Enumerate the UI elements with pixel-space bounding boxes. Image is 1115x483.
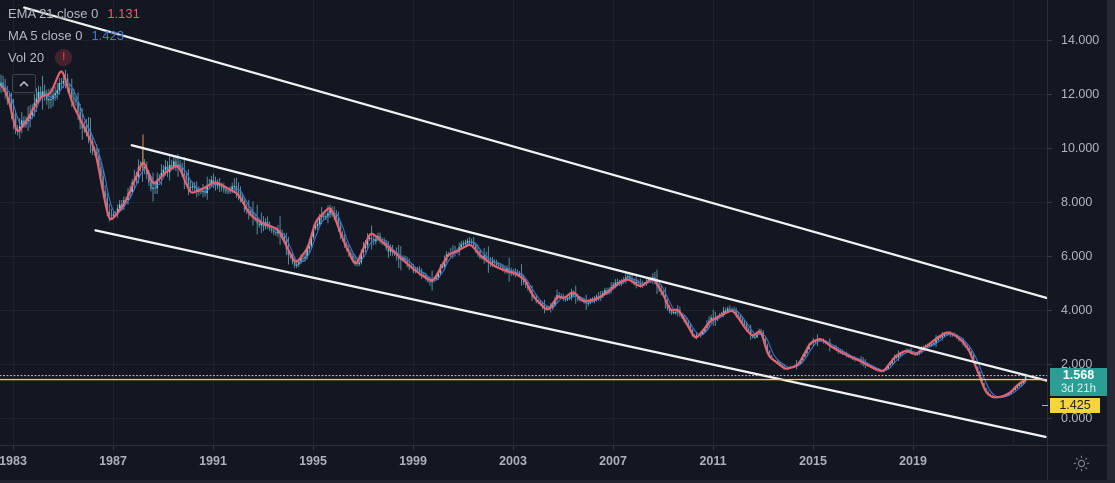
legend-row-ema[interactable]: EMA 21 close 0 1.131 <box>8 2 140 24</box>
time-axis-label: 1999 <box>399 454 427 468</box>
vol-label: Vol 20 <box>8 49 45 65</box>
time-axis-label: 2003 <box>499 454 527 468</box>
ma-value: 1.423 <box>91 27 124 43</box>
axis-corner <box>1047 446 1115 481</box>
price-axis-label: 12.000 <box>1048 86 1108 102</box>
price-axis-label: 4.000 <box>1048 302 1108 318</box>
legend-collapse-button[interactable] <box>12 74 36 93</box>
price-axis-label: 6.000 <box>1048 248 1108 264</box>
legend-row-vol[interactable]: Vol 20 ! <box>8 46 140 68</box>
time-axis-tick <box>413 446 414 450</box>
time-axis-label: 2007 <box>599 454 627 468</box>
axis-settings-button[interactable] <box>1066 450 1096 476</box>
ema-label: EMA 21 close 0 <box>8 5 99 21</box>
price-chart-canvas[interactable] <box>0 0 1047 445</box>
price-axis-label: 2.000 <box>1048 356 1108 372</box>
time-axis-tick <box>13 446 14 450</box>
countdown-badge: 3d 21h <box>1050 382 1107 396</box>
time-axis-tick <box>113 446 114 450</box>
price-axis-label: 0.000 <box>1048 410 1108 426</box>
ema-value: 1.131 <box>107 5 140 21</box>
right-edge-strip <box>1107 0 1115 483</box>
time-axis-label: 1983 <box>0 454 27 468</box>
price-axis-label: 8.000 <box>1048 194 1108 210</box>
time-axis-tick <box>313 446 314 450</box>
chevron-up-icon <box>19 80 29 87</box>
ma-label: MA 5 close 0 <box>8 27 83 43</box>
price-axis[interactable]: 0.000 2.000 4.000 6.000 8.000 10.000 12.000 14.… <box>1042 0 1108 445</box>
legend-row-ma[interactable]: MA 5 close 0 1.423 <box>8 24 140 46</box>
time-axis-tick <box>713 446 714 450</box>
time-axis-label: 1991 <box>199 454 227 468</box>
gear-icon <box>1073 455 1090 472</box>
time-axis-label: 2015 <box>799 454 827 468</box>
price-axis-label: 10.000 <box>1048 140 1108 156</box>
time-axis-tick <box>813 446 814 450</box>
time-axis[interactable]: 1983 1987 1991 1995 1999 2003 2007 2011 2015 2019 <box>0 445 1115 481</box>
time-axis-tick <box>213 446 214 450</box>
last-price-badge: 1.568 <box>1050 367 1107 383</box>
time-axis-tick <box>613 446 614 450</box>
time-axis-label: 2011 <box>699 454 727 468</box>
time-axis-label: 2019 <box>899 454 927 468</box>
price-axis-label: 14.000 <box>1048 32 1108 48</box>
time-axis-tick <box>913 446 914 450</box>
time-axis-label: 1987 <box>99 454 127 468</box>
time-axis-label: 1995 <box>299 454 327 468</box>
indicator-legend: EMA 21 close 0 1.131 MA 5 close 0 1.423 … <box>8 2 140 93</box>
bottom-edge-strip <box>0 480 1115 483</box>
alert-price-badge[interactable]: 1.425 <box>1042 397 1100 413</box>
time-axis-tick <box>513 446 514 450</box>
volume-error-icon[interactable]: ! <box>55 48 73 66</box>
